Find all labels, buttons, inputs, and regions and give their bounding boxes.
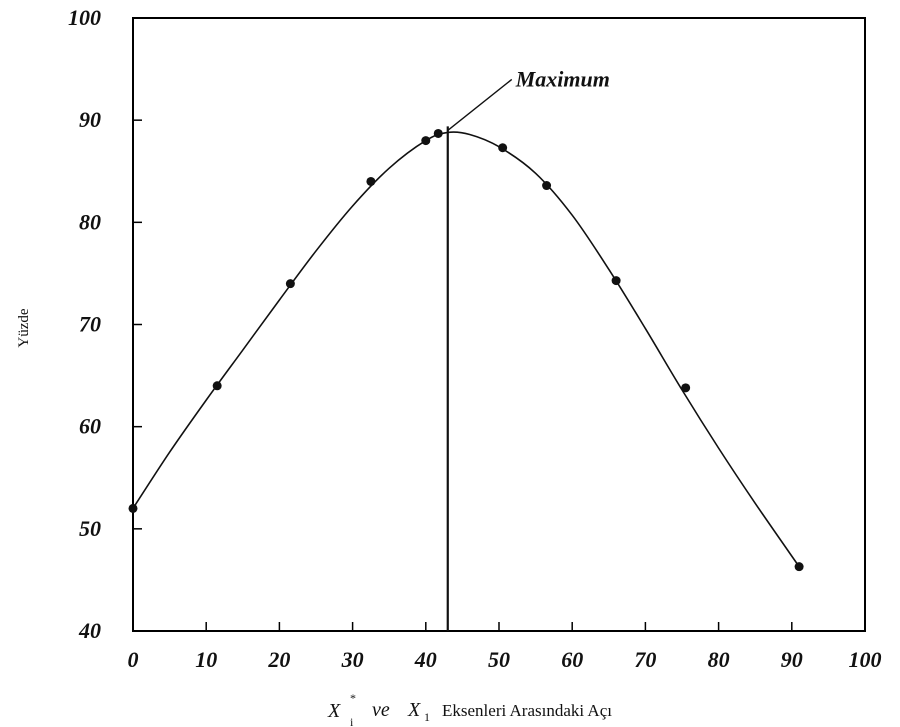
data-point <box>433 128 443 138</box>
x-axis-label-var2: X <box>407 699 421 721</box>
y-tick-label: 50 <box>79 516 101 541</box>
data-point <box>681 383 691 393</box>
data-point <box>611 276 621 286</box>
y-tick-label: 60 <box>79 414 101 439</box>
plot-frame <box>132 17 866 632</box>
data-point <box>794 562 804 572</box>
x-axis-ticks: 0 10 20 30 40 50 60 70 80 90 100 <box>128 622 882 672</box>
data-point <box>212 381 222 391</box>
x-tick-label: 80 <box>708 647 730 672</box>
x-tick-label: 100 <box>849 647 882 672</box>
x-tick-label: 70 <box>634 647 656 672</box>
x-tick-label: 60 <box>561 647 583 672</box>
data-point <box>542 181 552 191</box>
fitted-curve <box>132 131 800 568</box>
maximum-annotation-leader <box>447 78 513 131</box>
y-tick-label: 40 <box>78 618 101 643</box>
x-axis-label-var2-sub: 1 <box>424 710 430 724</box>
y-axis-ticks: 40 50 60 70 80 90 100 <box>68 5 142 643</box>
data-point <box>498 143 508 153</box>
x-tick-label: 10 <box>195 647 217 672</box>
x-axis-label-var1: X <box>327 700 341 722</box>
x-tick-label: 20 <box>267 647 290 672</box>
maximum-annotation: Maximum <box>515 66 610 91</box>
y-tick-label: 90 <box>79 107 101 132</box>
x-tick-label: 0 <box>128 647 139 672</box>
data-point <box>421 136 431 146</box>
y-axis-label: Yüzde <box>16 308 32 347</box>
x-axis-label-connector: ve <box>372 699 390 721</box>
x-axis-label-var1-sub: i <box>350 715 354 727</box>
y-tick-label: 70 <box>79 312 101 337</box>
data-point <box>366 176 376 186</box>
x-axis-label: X * i ve X 1 Eksenleri Arasındaki Açı <box>327 691 612 727</box>
y-tick-label: 100 <box>68 5 101 30</box>
data-point <box>285 279 295 289</box>
x-tick-label: 90 <box>781 647 803 672</box>
x-axis-label-var1-sup: * <box>350 691 356 705</box>
x-tick-label: 40 <box>414 647 437 672</box>
y-tick-label: 80 <box>79 209 101 234</box>
x-tick-label: 30 <box>341 647 364 672</box>
data-points <box>128 128 804 572</box>
x-axis-label-text: Eksenleri Arasındaki Açı <box>442 701 612 720</box>
data-point <box>128 503 138 513</box>
x-tick-label: 50 <box>488 647 510 672</box>
